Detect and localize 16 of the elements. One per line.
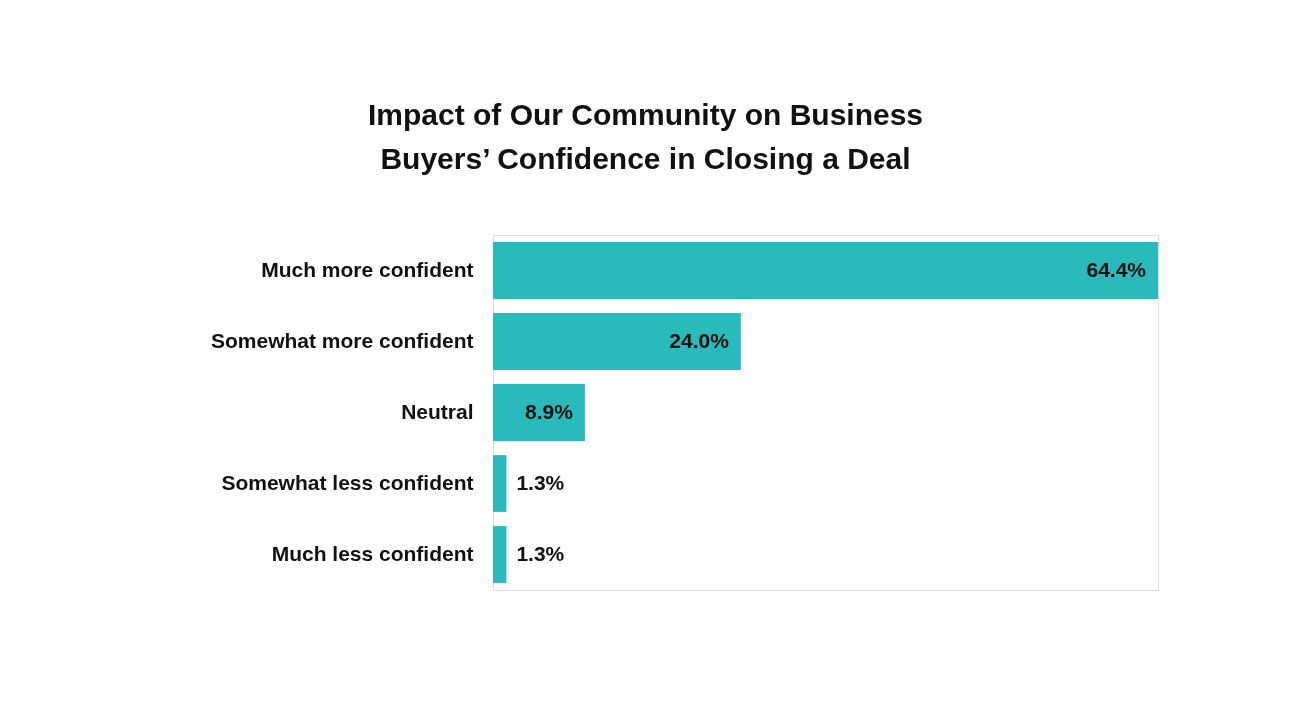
bar [493, 384, 585, 441]
data-label: 8.9% [525, 399, 574, 423]
data-label: 1.3% [516, 470, 565, 494]
y-tick-label: Somewhat less confident [221, 470, 474, 494]
bar [493, 242, 1158, 299]
data-label: 64.4% [1086, 257, 1147, 281]
y-tick-label: Neutral [401, 399, 474, 423]
bar [493, 313, 741, 370]
chart-title: Impact of Our Community on Business Buyers’ Confidence in Closing a Deal [367, 98, 924, 175]
y-tick-label: Much less confident [271, 541, 474, 565]
bar [493, 526, 507, 583]
y-tick-label: Somewhat more confident [210, 328, 474, 352]
y-tick-label: Much more confident [261, 257, 474, 281]
data-label: 1.3% [516, 541, 565, 565]
data-label: 24.0% [669, 328, 730, 352]
bar [493, 455, 507, 512]
